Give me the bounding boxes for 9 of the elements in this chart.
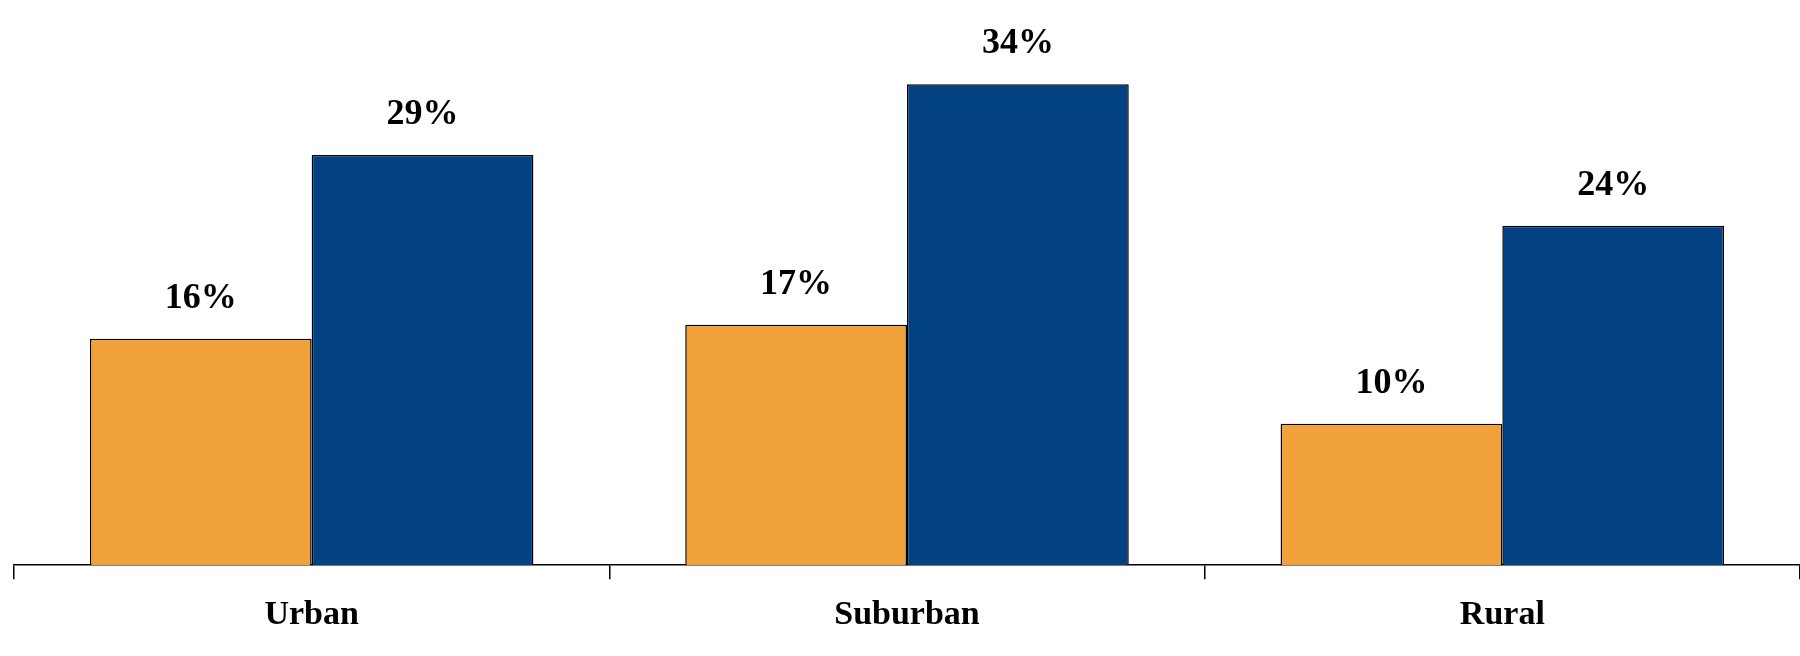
data-label: 17%	[760, 261, 833, 302]
data-label: 34%	[981, 21, 1054, 62]
x-tick-label: Suburban	[834, 594, 980, 632]
data-label: 10%	[1355, 361, 1428, 402]
x-tick-label: Rural	[1459, 594, 1545, 632]
data-label: 29%	[386, 92, 459, 133]
data-label: 16%	[164, 276, 237, 317]
x-tick-label: Urban	[264, 594, 359, 632]
data-label: 24%	[1577, 162, 1650, 203]
